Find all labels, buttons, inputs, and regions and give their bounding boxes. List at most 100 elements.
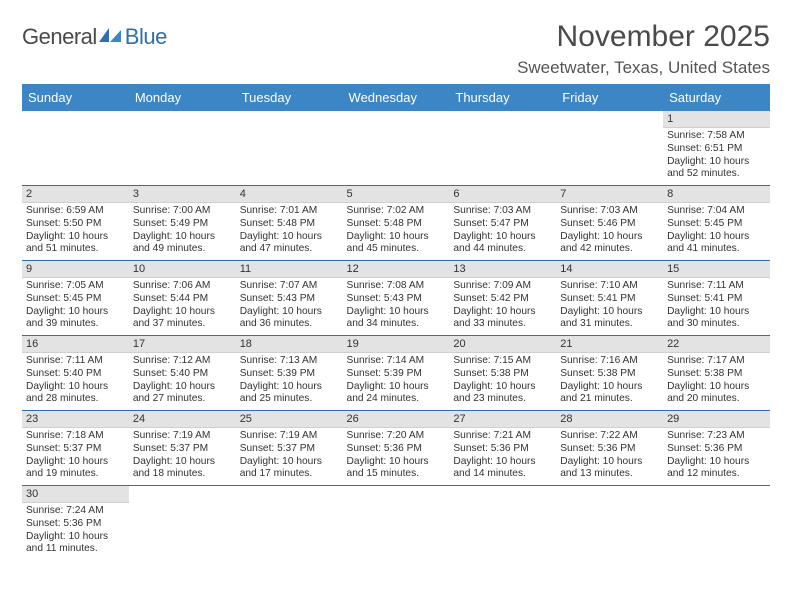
calendar-table: SundayMondayTuesdayWednesdayThursdayFrid… [22,84,770,560]
day-details: Sunrise: 7:05 AMSunset: 5:45 PMDaylight:… [22,278,129,335]
calendar-cell: 13Sunrise: 7:09 AMSunset: 5:42 PMDayligh… [449,261,556,336]
calendar-cell: 22Sunrise: 7:17 AMSunset: 5:38 PMDayligh… [663,336,770,411]
calendar-cell: 4Sunrise: 7:01 AMSunset: 5:48 PMDaylight… [236,186,343,261]
calendar-cell: 9Sunrise: 7:05 AMSunset: 5:45 PMDaylight… [22,261,129,336]
day-number: 30 [22,486,129,503]
day-number: 26 [343,411,450,428]
calendar-cell: 6Sunrise: 7:03 AMSunset: 5:47 PMDaylight… [449,186,556,261]
day-details: Sunrise: 7:06 AMSunset: 5:44 PMDaylight:… [129,278,236,335]
day-number: 27 [449,411,556,428]
day-details: Sunrise: 7:17 AMSunset: 5:38 PMDaylight:… [663,353,770,410]
calendar-cell: 25Sunrise: 7:19 AMSunset: 5:37 PMDayligh… [236,411,343,486]
day-number: 21 [556,336,663,353]
weekday-header: Tuesday [236,84,343,111]
day-number: 14 [556,261,663,278]
calendar-cell: 14Sunrise: 7:10 AMSunset: 5:41 PMDayligh… [556,261,663,336]
day-number: 3 [129,186,236,203]
day-number: 6 [449,186,556,203]
day-number: 29 [663,411,770,428]
calendar-cell: 2Sunrise: 6:59 AMSunset: 5:50 PMDaylight… [22,186,129,261]
day-details: Sunrise: 7:00 AMSunset: 5:49 PMDaylight:… [129,203,236,260]
calendar-row: 23Sunrise: 7:18 AMSunset: 5:37 PMDayligh… [22,411,770,486]
calendar-cell [343,111,450,186]
calendar-cell: 7Sunrise: 7:03 AMSunset: 5:46 PMDaylight… [556,186,663,261]
location-text: Sweetwater, Texas, United States [517,58,770,78]
day-details: Sunrise: 7:58 AMSunset: 6:51 PMDaylight:… [663,128,770,185]
day-details: Sunrise: 7:03 AMSunset: 5:46 PMDaylight:… [556,203,663,260]
calendar-row: 16Sunrise: 7:11 AMSunset: 5:40 PMDayligh… [22,336,770,411]
calendar-cell: 28Sunrise: 7:22 AMSunset: 5:36 PMDayligh… [556,411,663,486]
weekday-header: Sunday [22,84,129,111]
day-number: 4 [236,186,343,203]
calendar-cell: 11Sunrise: 7:07 AMSunset: 5:43 PMDayligh… [236,261,343,336]
day-number: 19 [343,336,450,353]
day-details: Sunrise: 7:19 AMSunset: 5:37 PMDaylight:… [129,428,236,485]
calendar-row: 2Sunrise: 6:59 AMSunset: 5:50 PMDaylight… [22,186,770,261]
calendar-cell [663,486,770,561]
calendar-cell [449,486,556,561]
calendar-cell: 10Sunrise: 7:06 AMSunset: 5:44 PMDayligh… [129,261,236,336]
calendar-cell: 20Sunrise: 7:15 AMSunset: 5:38 PMDayligh… [449,336,556,411]
calendar-cell [449,111,556,186]
calendar-head: SundayMondayTuesdayWednesdayThursdayFrid… [22,84,770,111]
day-details: Sunrise: 7:07 AMSunset: 5:43 PMDaylight:… [236,278,343,335]
day-details: Sunrise: 7:21 AMSunset: 5:36 PMDaylight:… [449,428,556,485]
calendar-row: 1Sunrise: 7:58 AMSunset: 6:51 PMDaylight… [22,111,770,186]
calendar-cell: 12Sunrise: 7:08 AMSunset: 5:43 PMDayligh… [343,261,450,336]
day-details: Sunrise: 7:04 AMSunset: 5:45 PMDaylight:… [663,203,770,260]
calendar-cell [22,111,129,186]
day-details: Sunrise: 7:18 AMSunset: 5:37 PMDaylight:… [22,428,129,485]
day-details: Sunrise: 7:02 AMSunset: 5:48 PMDaylight:… [343,203,450,260]
logo-text-general: General [22,24,97,50]
calendar-cell: 21Sunrise: 7:16 AMSunset: 5:38 PMDayligh… [556,336,663,411]
calendar-cell: 30Sunrise: 7:24 AMSunset: 5:36 PMDayligh… [22,486,129,561]
logo: General Blue [22,24,167,50]
day-number: 15 [663,261,770,278]
calendar-cell: 15Sunrise: 7:11 AMSunset: 5:41 PMDayligh… [663,261,770,336]
day-number: 5 [343,186,450,203]
day-number: 18 [236,336,343,353]
calendar-cell: 16Sunrise: 7:11 AMSunset: 5:40 PMDayligh… [22,336,129,411]
day-number: 8 [663,186,770,203]
calendar-cell [129,486,236,561]
calendar-cell: 19Sunrise: 7:14 AMSunset: 5:39 PMDayligh… [343,336,450,411]
day-details: Sunrise: 7:11 AMSunset: 5:40 PMDaylight:… [22,353,129,410]
day-number: 1 [663,111,770,128]
day-number: 25 [236,411,343,428]
title-block: November 2025 Sweetwater, Texas, United … [517,20,770,78]
calendar-cell [236,486,343,561]
day-number: 22 [663,336,770,353]
calendar-cell: 24Sunrise: 7:19 AMSunset: 5:37 PMDayligh… [129,411,236,486]
weekday-header: Monday [129,84,236,111]
weekday-header: Friday [556,84,663,111]
day-details: Sunrise: 7:08 AMSunset: 5:43 PMDaylight:… [343,278,450,335]
day-number: 13 [449,261,556,278]
day-details: Sunrise: 7:12 AMSunset: 5:40 PMDaylight:… [129,353,236,410]
calendar-cell [236,111,343,186]
day-number: 9 [22,261,129,278]
day-details: Sunrise: 7:15 AMSunset: 5:38 PMDaylight:… [449,353,556,410]
calendar-cell: 8Sunrise: 7:04 AMSunset: 5:45 PMDaylight… [663,186,770,261]
day-details: Sunrise: 7:20 AMSunset: 5:36 PMDaylight:… [343,428,450,485]
day-number: 12 [343,261,450,278]
calendar-cell: 18Sunrise: 7:13 AMSunset: 5:39 PMDayligh… [236,336,343,411]
calendar-cell: 5Sunrise: 7:02 AMSunset: 5:48 PMDaylight… [343,186,450,261]
calendar-row: 30Sunrise: 7:24 AMSunset: 5:36 PMDayligh… [22,486,770,561]
day-details: Sunrise: 7:03 AMSunset: 5:47 PMDaylight:… [449,203,556,260]
page-title: November 2025 [517,20,770,54]
calendar-cell: 27Sunrise: 7:21 AMSunset: 5:36 PMDayligh… [449,411,556,486]
header: General Blue November 2025 Sweetwater, T… [22,20,770,78]
day-number: 10 [129,261,236,278]
day-number: 20 [449,336,556,353]
day-number: 2 [22,186,129,203]
day-details: Sunrise: 7:19 AMSunset: 5:37 PMDaylight:… [236,428,343,485]
day-number: 16 [22,336,129,353]
calendar-row: 9Sunrise: 7:05 AMSunset: 5:45 PMDaylight… [22,261,770,336]
day-number: 11 [236,261,343,278]
day-details: Sunrise: 7:16 AMSunset: 5:38 PMDaylight:… [556,353,663,410]
day-number: 28 [556,411,663,428]
day-details: Sunrise: 7:11 AMSunset: 5:41 PMDaylight:… [663,278,770,335]
calendar-body: 1Sunrise: 7:58 AMSunset: 6:51 PMDaylight… [22,111,770,560]
calendar-cell: 1Sunrise: 7:58 AMSunset: 6:51 PMDaylight… [663,111,770,186]
day-number: 23 [22,411,129,428]
